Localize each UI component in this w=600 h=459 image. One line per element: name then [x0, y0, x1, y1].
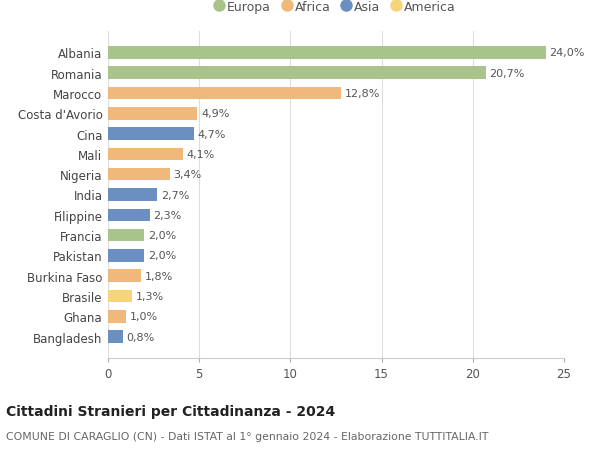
- Text: 2,7%: 2,7%: [161, 190, 189, 200]
- Bar: [108, 88, 341, 100]
- Bar: [108, 108, 197, 120]
- Bar: [108, 128, 194, 140]
- Bar: [108, 189, 157, 202]
- Text: 4,9%: 4,9%: [201, 109, 229, 119]
- Text: 0,8%: 0,8%: [126, 332, 154, 342]
- Bar: [108, 67, 485, 80]
- Bar: [108, 148, 183, 161]
- Text: Cittadini Stranieri per Cittadinanza - 2024: Cittadini Stranieri per Cittadinanza - 2…: [6, 404, 335, 418]
- Text: 4,7%: 4,7%: [197, 129, 226, 139]
- Text: 2,3%: 2,3%: [154, 210, 182, 220]
- Text: 1,0%: 1,0%: [130, 312, 158, 322]
- Bar: [108, 168, 170, 181]
- Legend: Europa, Africa, Asia, America: Europa, Africa, Asia, America: [211, 0, 461, 19]
- Bar: [108, 209, 150, 222]
- Bar: [108, 290, 132, 302]
- Text: 20,7%: 20,7%: [489, 68, 524, 78]
- Bar: [108, 270, 141, 282]
- Text: COMUNE DI CARAGLIO (CN) - Dati ISTAT al 1° gennaio 2024 - Elaborazione TUTTITALI: COMUNE DI CARAGLIO (CN) - Dati ISTAT al …: [6, 431, 488, 442]
- Bar: [108, 310, 126, 323]
- Text: 3,4%: 3,4%: [173, 170, 202, 180]
- Text: 1,8%: 1,8%: [145, 271, 173, 281]
- Text: 2,0%: 2,0%: [148, 251, 176, 261]
- Text: 2,0%: 2,0%: [148, 230, 176, 241]
- Bar: [108, 47, 546, 60]
- Text: 4,1%: 4,1%: [187, 150, 215, 160]
- Text: 12,8%: 12,8%: [345, 89, 380, 99]
- Bar: [108, 330, 122, 343]
- Bar: [108, 230, 145, 242]
- Text: 1,3%: 1,3%: [136, 291, 163, 302]
- Text: 24,0%: 24,0%: [550, 48, 585, 58]
- Bar: [108, 250, 145, 262]
